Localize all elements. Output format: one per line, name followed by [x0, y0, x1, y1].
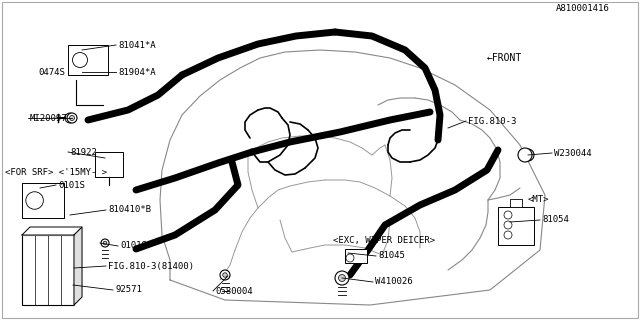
Bar — [345, 249, 367, 263]
Circle shape — [26, 192, 44, 209]
Bar — [68, 45, 108, 75]
Text: ←FRONT: ←FRONT — [487, 53, 522, 63]
Circle shape — [504, 211, 512, 219]
Text: 81041*A: 81041*A — [118, 41, 156, 50]
Circle shape — [518, 148, 532, 162]
Bar — [510, 199, 522, 207]
Text: 0474S: 0474S — [38, 68, 65, 76]
Polygon shape — [22, 227, 82, 235]
Circle shape — [339, 275, 345, 281]
Circle shape — [65, 113, 75, 123]
Text: FIG.810-3: FIG.810-3 — [468, 116, 516, 125]
Circle shape — [504, 221, 512, 229]
Circle shape — [67, 113, 77, 123]
Text: 81904*A: 81904*A — [118, 68, 156, 76]
Circle shape — [525, 152, 531, 158]
Text: 0580004: 0580004 — [215, 286, 253, 295]
Circle shape — [101, 239, 109, 247]
Circle shape — [220, 270, 230, 280]
Circle shape — [504, 231, 512, 239]
Circle shape — [346, 254, 354, 262]
Bar — [22, 235, 74, 305]
Text: 81045: 81045 — [378, 252, 405, 260]
Text: <EXC, WIPER DEICER>: <EXC, WIPER DEICER> — [333, 236, 435, 245]
Text: 0101S: 0101S — [58, 180, 85, 189]
Circle shape — [336, 272, 348, 284]
Text: <FOR SRF> <'15MY- >: <FOR SRF> <'15MY- > — [5, 167, 107, 177]
Polygon shape — [74, 227, 82, 305]
Text: A810001416: A810001416 — [556, 4, 610, 12]
Text: 92571: 92571 — [115, 285, 142, 294]
Circle shape — [339, 275, 346, 282]
Bar — [95, 152, 123, 177]
Circle shape — [103, 241, 107, 245]
Bar — [498, 207, 534, 245]
Circle shape — [223, 273, 227, 277]
Circle shape — [335, 271, 349, 285]
Circle shape — [522, 149, 534, 161]
Text: 81054: 81054 — [542, 215, 569, 225]
Text: W230044: W230044 — [554, 148, 591, 157]
Text: W410026: W410026 — [375, 277, 413, 286]
Bar — [22, 183, 64, 218]
Text: 0101S: 0101S — [120, 242, 147, 251]
Text: 810410*B: 810410*B — [108, 205, 151, 214]
Circle shape — [72, 52, 88, 68]
Circle shape — [70, 116, 74, 121]
Text: MI20097: MI20097 — [30, 114, 68, 123]
Text: <MT>: <MT> — [528, 196, 550, 204]
Text: FIG.810-3(81400): FIG.810-3(81400) — [108, 261, 194, 270]
Text: 81922: 81922 — [70, 148, 97, 156]
